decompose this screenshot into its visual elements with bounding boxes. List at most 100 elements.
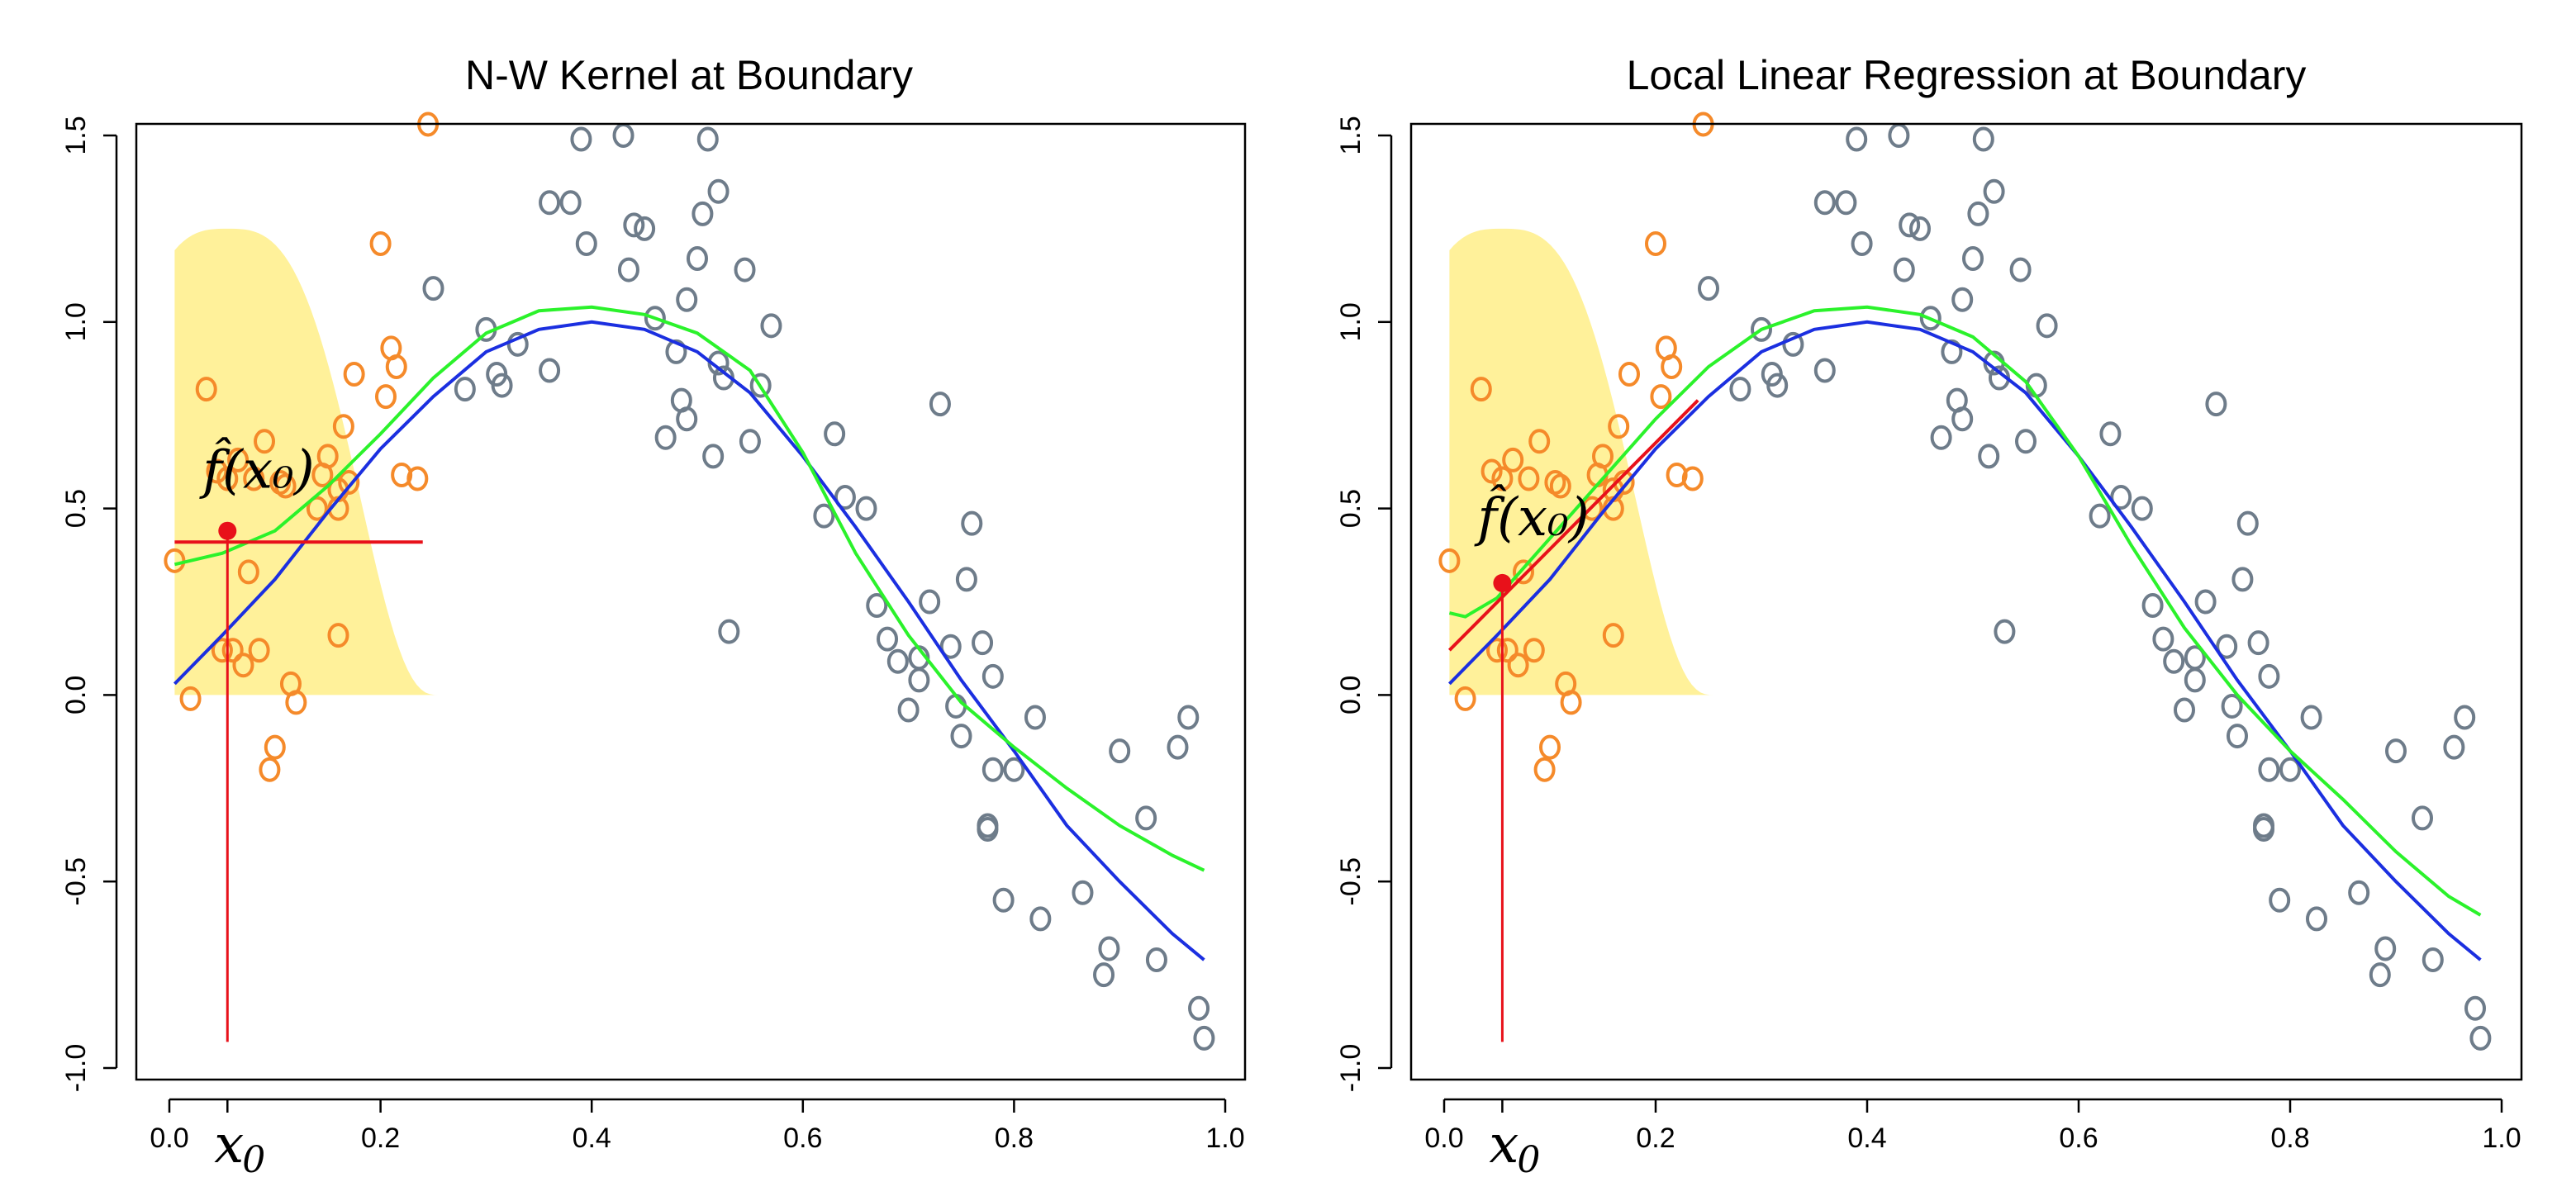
- x-tick-label: 1.0: [2482, 1123, 2521, 1154]
- x0-label: x: [1489, 1114, 1519, 1175]
- data-point-in-window: [1513, 559, 1534, 585]
- data-point: [981, 757, 1004, 782]
- data-point: [749, 373, 772, 398]
- data-point: [1909, 216, 1931, 241]
- data-point: [760, 313, 782, 339]
- data-point-in-window: [274, 473, 297, 499]
- data-point: [612, 123, 634, 148]
- data-point: [617, 257, 639, 282]
- data-point: [1003, 757, 1025, 782]
- data-point: [559, 190, 582, 216]
- data-point-in-window: [327, 623, 349, 648]
- data-point: [1835, 190, 1857, 216]
- data-point: [813, 503, 835, 529]
- data-point: [570, 126, 592, 152]
- data-point: [1978, 444, 2000, 469]
- data-point-in-window: [254, 429, 276, 454]
- data-point-in-window: [1645, 230, 1666, 256]
- data-point: [2464, 995, 2486, 1021]
- data-point: [2279, 757, 2301, 782]
- data-point: [955, 567, 977, 592]
- data-point: [992, 887, 1015, 913]
- data-point-in-window: [1539, 734, 1561, 760]
- data-point: [919, 589, 941, 615]
- data-point: [2385, 738, 2407, 764]
- x-tick-label: 0.6: [783, 1123, 822, 1154]
- data-point: [1813, 358, 1836, 383]
- data-point-in-window: [211, 638, 233, 663]
- data-point-in-window: [338, 469, 360, 495]
- chart-title: Local Linear Regression at Boundary: [1627, 52, 2307, 98]
- data-point: [1930, 425, 1952, 450]
- data-point: [1145, 947, 1167, 973]
- x-tick-label: 0.0: [1424, 1123, 1463, 1154]
- panel-nw-kernel: N-W Kernel at Boundary 0.0 0.2 0.4 0.6 0.8 1.…: [60, 52, 1247, 1181]
- data-point: [939, 634, 962, 659]
- data-point: [1951, 287, 1974, 312]
- y-tick-label: -0.5: [1335, 857, 1366, 906]
- y-tick-label: 0.0: [60, 676, 92, 714]
- estimate-point: [1493, 573, 1512, 592]
- data-point: [1109, 738, 1131, 764]
- data-point: [2269, 887, 2291, 913]
- data-point: [692, 201, 714, 226]
- data-point: [2174, 697, 2195, 723]
- data-point: [2258, 663, 2280, 689]
- x0-label: x: [214, 1114, 244, 1175]
- data-point: [506, 331, 529, 357]
- data-point-in-window: [1438, 548, 1461, 573]
- data-point: [2412, 805, 2433, 831]
- data-point: [2469, 1025, 2492, 1051]
- data-point: [855, 496, 877, 521]
- data-point: [2184, 645, 2206, 671]
- data-point: [2110, 485, 2132, 510]
- data-point: [654, 425, 677, 450]
- data-point-in-window: [1602, 623, 1624, 648]
- data-point: [575, 230, 597, 256]
- data-point-in-window: [369, 230, 392, 256]
- data-point: [1167, 734, 1189, 760]
- data-point: [1093, 962, 1115, 988]
- data-point: [687, 246, 708, 272]
- data-point: [2009, 257, 2032, 282]
- data-point: [2089, 503, 2111, 529]
- data-point-in-window: [264, 734, 286, 760]
- data-point: [491, 373, 513, 398]
- data-point-in-window: [248, 638, 270, 663]
- x0-subscript: 0: [1517, 1139, 1540, 1181]
- data-point-in-window: [259, 757, 281, 782]
- data-point-in-window: [216, 466, 239, 491]
- data-point-in-window: [1618, 362, 1640, 387]
- data-point-in-window: [1470, 377, 1492, 402]
- data-point: [824, 421, 846, 447]
- data-point: [634, 216, 656, 241]
- data-point: [877, 626, 899, 652]
- data-point: [929, 392, 951, 417]
- data-point: [2306, 906, 2327, 932]
- data-point: [2236, 510, 2259, 536]
- data-point-in-window: [385, 354, 407, 379]
- data-point: [707, 178, 730, 204]
- data-point: [1729, 377, 1751, 402]
- data-point: [981, 663, 1004, 689]
- data-point-in-window: [374, 384, 397, 410]
- y-tick-label: 0.5: [60, 489, 92, 528]
- data-point: [718, 619, 740, 644]
- data-point-in-window: [1502, 447, 1524, 472]
- data-point: [2163, 648, 2185, 674]
- estimate-label: f̂(x₀): [199, 438, 314, 501]
- x-tick-label: 1.0: [1205, 1123, 1244, 1154]
- data-point: [1024, 705, 1046, 730]
- data-point: [2369, 962, 2391, 988]
- data-point-in-window: [1608, 414, 1630, 439]
- data-point: [2152, 626, 2174, 652]
- data-point-in-window: [343, 362, 365, 387]
- y-tick-label: 1.0: [1335, 302, 1366, 341]
- data-point-in-window: [1486, 638, 1508, 663]
- data-point-in-window: [406, 466, 429, 491]
- data-point-in-window: [1518, 466, 1540, 491]
- data-point: [2015, 429, 2037, 454]
- data-point-in-window: [1666, 462, 1688, 487]
- plot-frame: [1409, 122, 2523, 1081]
- data-point: [1994, 619, 2016, 644]
